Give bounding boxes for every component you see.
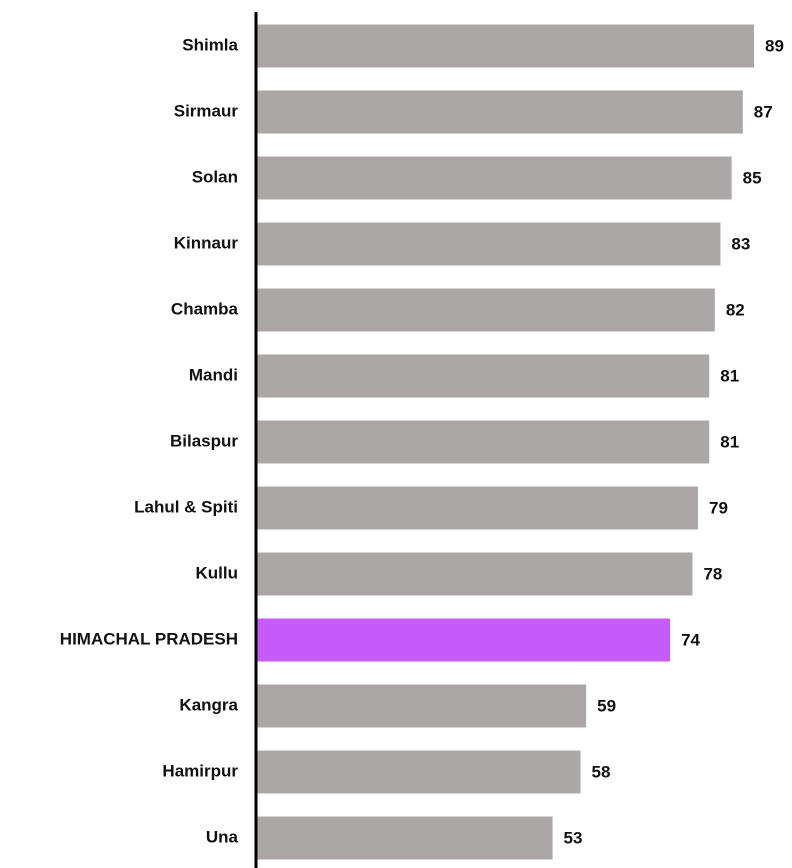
category-label: Shimla xyxy=(182,35,238,54)
value-label: 89 xyxy=(765,36,784,55)
category-label: Solan xyxy=(192,167,238,186)
value-label: 74 xyxy=(681,630,700,649)
bar xyxy=(256,156,732,200)
bar xyxy=(256,420,710,464)
bar xyxy=(256,222,721,266)
value-label: 78 xyxy=(703,564,722,583)
value-label: 81 xyxy=(720,432,739,451)
value-label: 85 xyxy=(743,168,762,187)
category-label: Hamirpur xyxy=(162,761,238,780)
value-label: 82 xyxy=(726,300,745,319)
bar xyxy=(256,354,710,398)
value-label: 53 xyxy=(564,828,583,847)
bar xyxy=(256,288,715,332)
category-label: Sirmaur xyxy=(174,101,239,120)
category-label: Mandi xyxy=(189,365,238,384)
bar xyxy=(256,618,671,662)
category-label: HIMACHAL PRADESH xyxy=(60,629,238,648)
bar xyxy=(256,684,587,728)
value-label: 58 xyxy=(592,762,611,781)
bar xyxy=(256,486,699,530)
value-label: 79 xyxy=(709,498,728,517)
bar xyxy=(256,750,581,794)
bar xyxy=(256,90,743,134)
value-label: 83 xyxy=(731,234,750,253)
bar xyxy=(256,816,553,860)
category-label: Bilaspur xyxy=(170,431,238,450)
value-label: 59 xyxy=(597,696,616,715)
category-label: Kangra xyxy=(179,695,238,714)
category-label: Una xyxy=(206,827,239,846)
category-label: Kullu xyxy=(196,563,239,582)
category-label: Chamba xyxy=(171,299,239,318)
bar xyxy=(256,552,693,596)
value-label: 87 xyxy=(754,102,773,121)
category-label: Lahul & Spiti xyxy=(134,497,238,516)
category-label: Kinnaur xyxy=(174,233,239,252)
value-label: 81 xyxy=(720,366,739,385)
bar xyxy=(256,24,754,68)
